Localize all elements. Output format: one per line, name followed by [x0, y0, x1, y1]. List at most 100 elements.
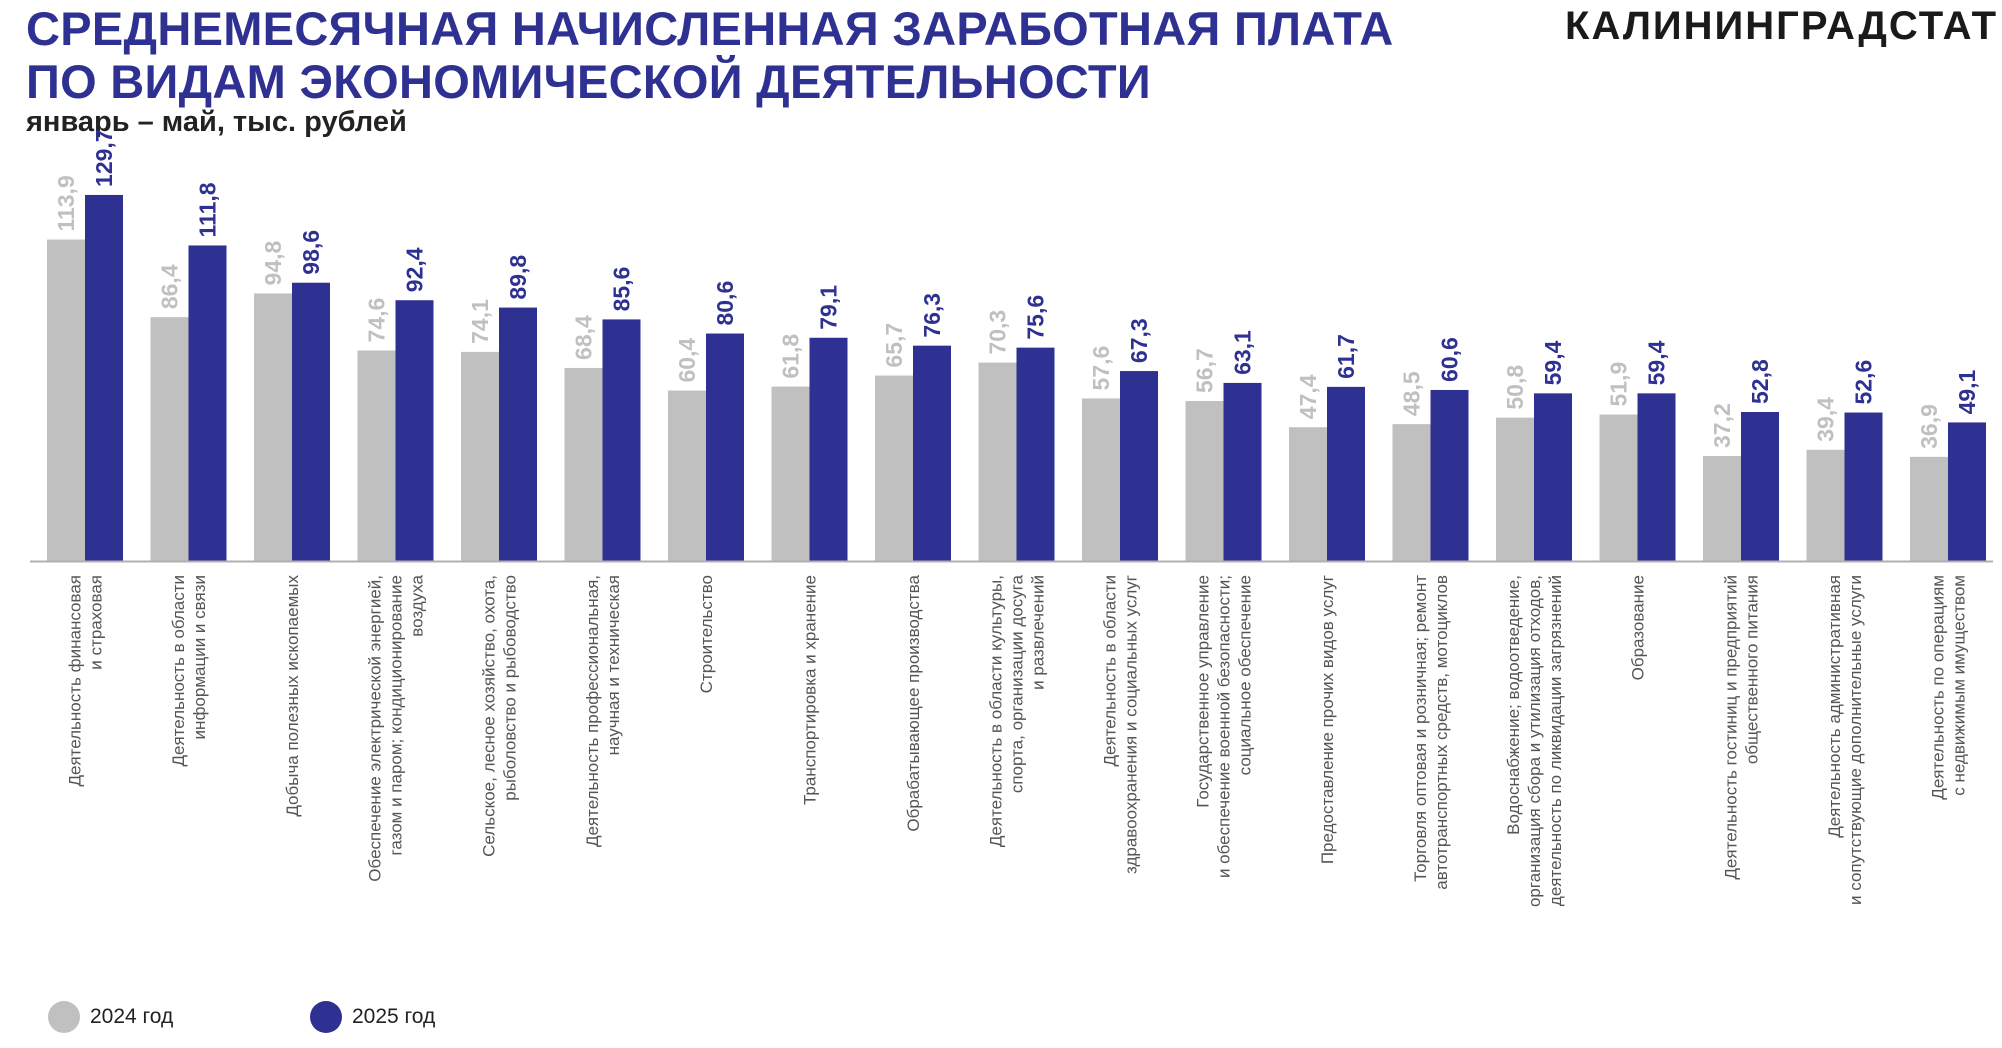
category-label-line: Добыча полезных ископаемых	[283, 575, 302, 817]
data-label-2024-6: 60,4	[674, 338, 700, 383]
category-label-line: спорта, организации досуга	[1008, 574, 1027, 793]
data-label-2025-2: 98,6	[298, 230, 324, 275]
category-label-line: и развлечений	[1029, 575, 1048, 690]
data-label-2025-9: 75,6	[1023, 295, 1049, 340]
category-label-line: и сопутствующие дополнительные услуги	[1846, 575, 1865, 905]
bar-2025-2	[292, 282, 330, 561]
data-label-2025-17: 52,6	[1851, 360, 1877, 405]
data-label-2025-3: 92,4	[402, 247, 428, 292]
bar-2024-18	[1910, 456, 1948, 561]
bar-2025-1	[188, 245, 227, 561]
category-label-line: организация сбора и утилизация отходов,	[1525, 575, 1544, 907]
data-label-2024-4: 74,1	[467, 299, 493, 344]
category-label-line: информации и связи	[190, 575, 209, 739]
category-label-5: Деятельность профессиональная, научная и …	[583, 575, 623, 847]
category-label-0: Деятельность финансовая и страховая	[66, 575, 106, 787]
legend-swatch-2024	[48, 1001, 80, 1033]
bar-2024-15	[1599, 414, 1638, 561]
bar-2025-0	[85, 194, 123, 562]
chart-title: СРЕДНЕМЕСЯЧНАЯ НАЧИСЛЕННАЯ ЗАРАБОТНАЯ ПЛ…	[26, 2, 1394, 108]
data-label-2024-15: 51,9	[1606, 362, 1632, 407]
data-label-2024-10: 57,6	[1088, 346, 1114, 391]
bar-2025-12	[1327, 386, 1365, 561]
category-label-line: воздуха	[408, 574, 427, 636]
category-label-line: Государственное управление	[1194, 575, 1213, 808]
data-label-2025-8: 76,3	[919, 293, 945, 338]
bar-2025-4	[499, 307, 537, 561]
category-label-18: Деятельность по операциям с недвижимым им…	[1929, 575, 1969, 800]
category-label-16: Деятельность гостиниц и предприятий общес…	[1722, 575, 1762, 880]
category-label-2: Добыча полезных ископаемых	[283, 575, 302, 817]
category-label-line: Предоставление прочих видов услуг	[1318, 575, 1337, 864]
bar-2025-9	[1016, 347, 1055, 561]
bar-2024-0	[47, 239, 85, 561]
category-label-7: Транспортировка и хранение	[801, 575, 820, 805]
category-label-line: Сельское, лесное хозяйство, охота,	[480, 575, 499, 857]
category-label-17: Деятельность административная и сопутству…	[1825, 575, 1865, 905]
category-label-6: Строительство	[697, 575, 716, 693]
bar-2024-2	[254, 293, 292, 561]
category-label-line: Обрабатывающее производства	[904, 574, 923, 831]
bar-2025-11	[1223, 382, 1262, 561]
data-label-2024-17: 39,4	[1813, 397, 1839, 442]
category-label-line: Деятельность по операциям	[1929, 575, 1948, 800]
category-label-1: Деятельность в области информации и связи	[169, 575, 209, 766]
category-label-15: Образование	[1629, 575, 1648, 680]
bar-2024-9	[978, 362, 1017, 561]
data-label-2024-16: 37,2	[1709, 403, 1735, 448]
bar-2024-3	[357, 350, 396, 561]
category-label-line: Строительство	[697, 575, 716, 693]
bar-2024-8	[875, 375, 913, 561]
category-label-3: Обеспечение электрической энергией, газом…	[366, 574, 427, 881]
category-label-12: Предоставление прочих видов услуг	[1318, 575, 1337, 864]
category-label-line: Транспортировка и хранение	[801, 575, 820, 805]
category-label-line: Торговля оптовая и розничная; ремонт	[1411, 575, 1430, 882]
category-label-line: здравоохранения и социальных услуг	[1122, 575, 1141, 874]
data-label-2025-6: 80,6	[712, 281, 738, 326]
category-label-line: Обеспечение электрической энергией,	[366, 575, 385, 882]
category-label-line: научная и техническая	[604, 575, 623, 755]
category-label-4: Сельское, лесное хозяйство, охота, рыболо…	[480, 575, 520, 857]
data-label-2024-3: 74,6	[364, 298, 390, 343]
category-label-line: газом и паром; кондиционирование	[387, 575, 406, 855]
bar-2024-1	[150, 317, 189, 561]
bar-2024-16	[1703, 456, 1741, 561]
bar-2025-3	[395, 300, 434, 561]
data-label-2025-7: 79,1	[816, 285, 842, 330]
category-label-8: Обрабатывающее производства	[904, 574, 923, 831]
data-label-2025-1: 111,8	[195, 182, 221, 237]
category-label-line: Деятельность в области	[169, 575, 188, 766]
data-label-2025-11: 63,1	[1230, 330, 1256, 375]
data-label-2025-15: 59,4	[1644, 340, 1670, 385]
bar-2024-14	[1496, 417, 1534, 561]
data-label-2025-18: 49,1	[1954, 369, 1980, 414]
brand-logo-text: КАЛИНИНГРАДСТАТ	[1565, 4, 1998, 48]
data-label-2024-12: 47,4	[1295, 374, 1321, 419]
bar-2025-14	[1534, 393, 1572, 561]
bar-2025-15	[1637, 393, 1676, 561]
category-label-14: Водоснабжение; водоотведение, организация…	[1504, 575, 1565, 907]
data-label-2024-18: 36,9	[1916, 404, 1942, 449]
data-label-2024-0: 113,9	[53, 175, 79, 231]
data-label-2025-13: 60,6	[1437, 337, 1463, 382]
bar-2025-17	[1844, 412, 1883, 561]
category-label-line: и обеспечение военной безопасности;	[1215, 575, 1234, 878]
bar-2024-7	[771, 386, 810, 561]
bar-2024-13	[1392, 424, 1431, 561]
category-label-11: Государственное управление и обеспечение …	[1194, 575, 1255, 878]
bar-2024-11	[1185, 400, 1224, 561]
category-label-line: социальное обеспечение	[1236, 575, 1255, 775]
bar-2025-16	[1741, 411, 1779, 561]
bar-2024-6	[668, 390, 706, 561]
category-label-line: с недвижимым имуществом	[1950, 575, 1969, 796]
bar-2025-18	[1948, 422, 1986, 561]
legend-item-2025: 2025 год	[310, 1000, 435, 1034]
data-label-2025-12: 61,7	[1333, 334, 1359, 379]
data-label-2024-9: 70,3	[985, 310, 1011, 355]
legend-swatch-2025	[310, 1001, 342, 1033]
category-label-line: Образование	[1629, 575, 1648, 680]
data-label-2024-11: 56,7	[1192, 348, 1218, 393]
data-label-2024-14: 50,8	[1502, 365, 1528, 410]
chart-subtitle: январь – май, тыс. рублей	[26, 106, 407, 138]
